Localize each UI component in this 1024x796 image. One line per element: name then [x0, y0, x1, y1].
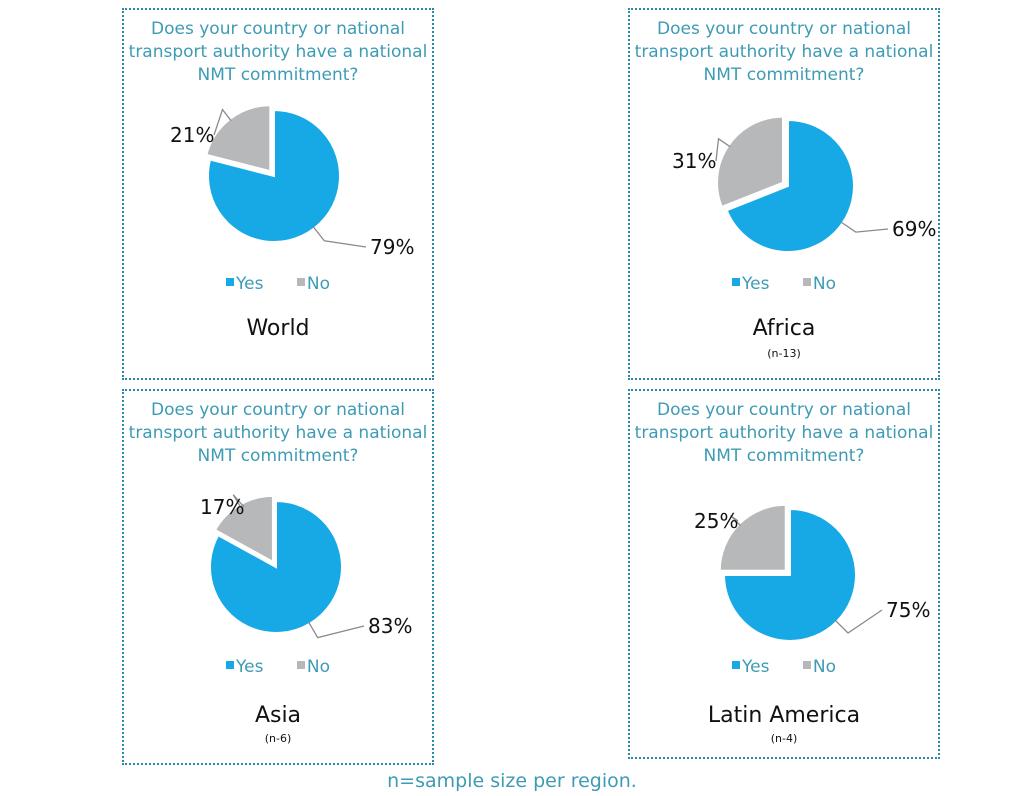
legend-item-yes: Yes — [226, 657, 263, 677]
leader-line-no — [715, 137, 731, 162]
data-label-yes: 69% — [892, 217, 936, 241]
legend-item-yes: Yes — [732, 657, 769, 677]
legend-swatch-no — [296, 278, 305, 286]
legend-swatch-yes — [226, 278, 234, 286]
legend-label-no: No — [812, 657, 836, 677]
legend-item-no: No — [296, 274, 330, 294]
legend-swatch-no — [802, 278, 811, 286]
region-label: Africa — [752, 316, 816, 341]
chart-legend: Yes No — [630, 657, 938, 677]
data-label-no: 25% — [694, 509, 738, 533]
pie-chart: 83% 17% — [200, 494, 412, 639]
data-label-yes: 83% — [368, 614, 412, 638]
pie-chart: 75% 25% — [694, 503, 930, 642]
sample-size-label: (n-4) — [770, 732, 798, 745]
chart-panel-latin-america: Does your country or national transport … — [628, 389, 940, 759]
legend-label-yes: Yes — [742, 657, 770, 677]
legend-label-yes: Yes — [236, 657, 264, 677]
pie-chart: 79% 21% — [170, 104, 414, 259]
legend-label-no: No — [812, 274, 836, 294]
legend-item-yes: Yes — [226, 274, 263, 294]
chart-title: Does your country or national transport … — [634, 400, 934, 466]
sample-size-label: (n-6) — [264, 732, 292, 745]
chart-title: Does your country or national transport … — [128, 400, 428, 466]
legend-swatch-no — [296, 661, 305, 669]
leader-line-no — [730, 515, 741, 526]
legend-swatch-no — [802, 661, 811, 669]
region-label: World — [246, 316, 310, 341]
legend-item-no: No — [802, 657, 836, 677]
legend-swatch-yes — [732, 278, 740, 286]
chart-title: Does your country or national transport … — [128, 19, 428, 85]
legend-swatch-yes — [732, 661, 740, 669]
region-label: Latin America — [707, 703, 861, 728]
legend-item-no: No — [802, 274, 836, 294]
legend-label-no: No — [306, 657, 330, 677]
chart-panel-world: Does your country or national transport … — [122, 8, 434, 380]
leader-line-yes — [840, 221, 889, 233]
pie-chart: 69% 31% — [672, 115, 936, 253]
leader-line-no — [213, 108, 232, 136]
chart-title: Does your country or national transport … — [634, 19, 934, 85]
chart-panel-africa: Does your country or national transport … — [628, 8, 940, 380]
leader-line-no — [232, 494, 245, 508]
legend-swatch-yes — [226, 661, 234, 669]
chart-panel-asia: Does your country or national transport … — [122, 389, 434, 765]
data-label-no: 17% — [200, 495, 244, 519]
leader-line-yes — [308, 621, 365, 639]
legend-label-yes: Yes — [742, 274, 770, 294]
chart-legend: Yes No — [630, 274, 938, 294]
legend-item-yes: Yes — [732, 274, 769, 294]
data-label-yes: 79% — [370, 235, 414, 259]
data-label-yes: 75% — [886, 598, 930, 622]
leader-line-yes — [834, 609, 883, 634]
data-label-no: 31% — [672, 149, 716, 173]
sample-size-label: (n-13) — [767, 347, 801, 360]
footnote: n=sample size per region. — [387, 770, 637, 792]
leader-line-yes — [312, 226, 367, 248]
legend-label-no: No — [306, 274, 330, 294]
legend-label-yes: Yes — [236, 274, 264, 294]
legend-item-no: No — [296, 657, 330, 677]
chart-legend: Yes No — [124, 657, 432, 677]
chart-legend: Yes No — [124, 274, 432, 294]
region-label: Asia — [254, 703, 302, 728]
data-label-no: 21% — [170, 123, 214, 147]
